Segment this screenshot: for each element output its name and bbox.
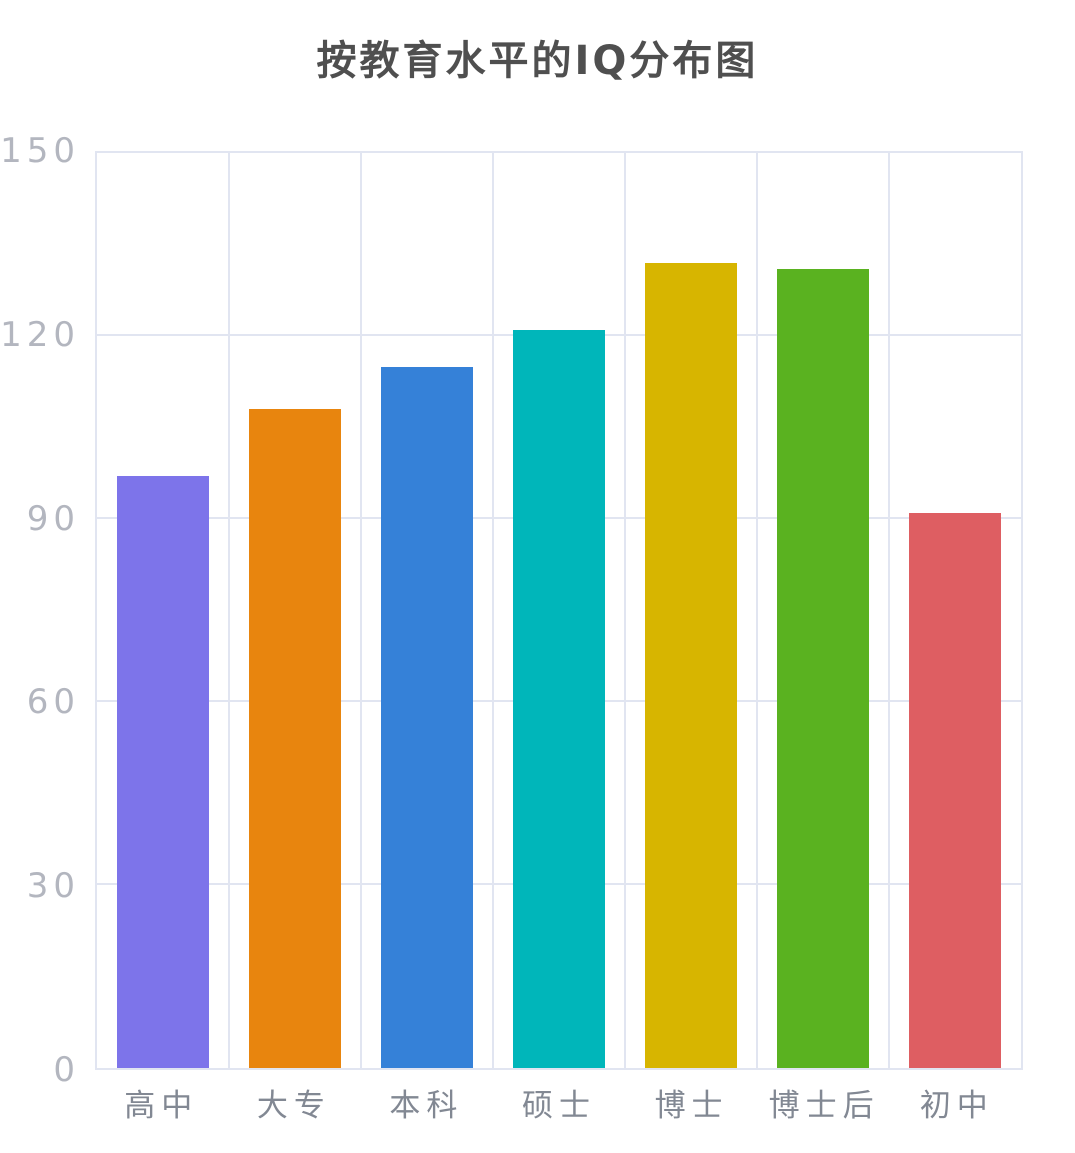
gridline-vertical	[360, 153, 362, 1068]
gridline-vertical	[228, 153, 230, 1068]
x-axis-labels: 高中 大专 本科 硕士 博士 博士后 初中	[95, 1074, 1023, 1124]
x-category-label: 本科	[389, 1088, 464, 1124]
x-category-label: 硕士	[522, 1088, 596, 1124]
bar-2	[249, 409, 341, 1068]
chart-title: 按教育水平的IQ分布图	[316, 38, 759, 84]
y-tick-label: 30	[26, 866, 80, 907]
gridline-vertical	[756, 153, 758, 1068]
gridline-vertical	[624, 153, 626, 1068]
bar-3	[381, 366, 473, 1068]
y-tick-label: 120	[0, 314, 80, 355]
y-tick-label: 0	[53, 1050, 80, 1090]
x-category-label: 博士	[654, 1088, 729, 1124]
bar-4	[513, 329, 605, 1068]
y-tick-label: 90	[26, 498, 80, 539]
bar-7	[909, 512, 1001, 1068]
y-axis-labels: 0 30 60 90 120 150	[0, 131, 80, 1090]
bar-1	[117, 476, 209, 1068]
y-tick-label: 60	[26, 682, 80, 723]
x-category-label: 大专	[256, 1088, 331, 1124]
gridline-vertical	[888, 153, 890, 1068]
x-category-label: 初中	[919, 1088, 994, 1124]
gridline-vertical	[492, 153, 494, 1068]
y-tick-label: 150	[0, 131, 80, 171]
x-category-label: 博士后	[768, 1088, 880, 1124]
bar-5	[645, 262, 737, 1068]
x-category-label: 高中	[124, 1088, 199, 1124]
plot-area	[95, 151, 1023, 1070]
bar-6	[777, 268, 869, 1068]
